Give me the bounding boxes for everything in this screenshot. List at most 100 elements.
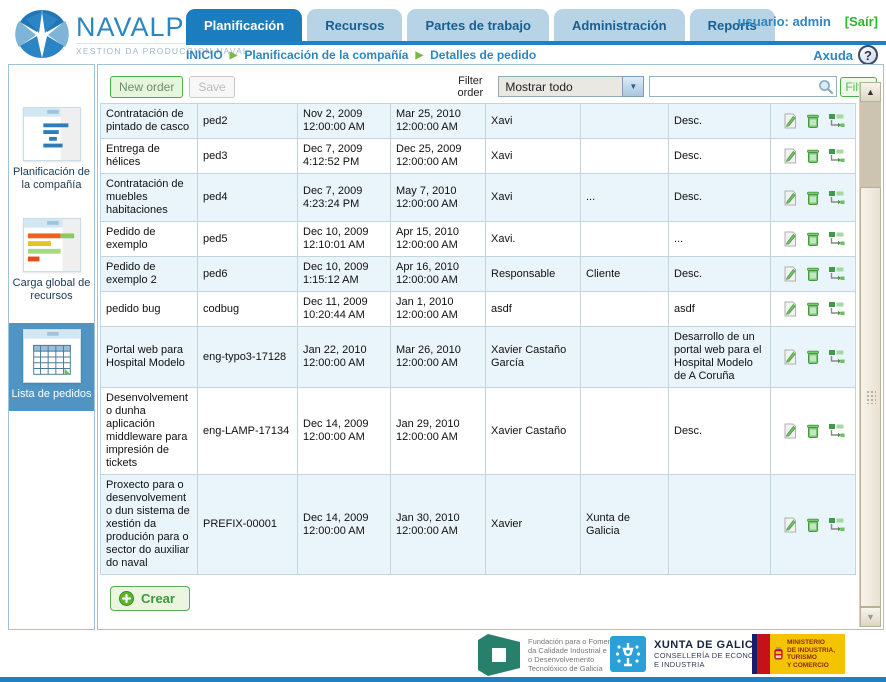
edit-icon[interactable] bbox=[782, 266, 798, 282]
order-code-cell: ped5 bbox=[197, 221, 298, 257]
order-code-cell: ped3 bbox=[197, 138, 298, 174]
sidebar-item-carga-global-recursos[interactable]: Carga global de recursos bbox=[9, 212, 94, 313]
order-actions-cell bbox=[770, 221, 856, 257]
order-end-date-cell: Apr 15, 2010 12:00:00 AM bbox=[390, 221, 486, 257]
export-to-gantt-icon[interactable] bbox=[828, 113, 845, 129]
filter-search-input[interactable] bbox=[649, 76, 838, 97]
crear-button[interactable]: Crear bbox=[110, 586, 190, 611]
scrollbar-track[interactable] bbox=[860, 102, 881, 187]
order-name-cell: Entrega de hélices bbox=[100, 138, 198, 174]
order-start-date-cell: Nov 2, 2009 12:00:00 AM bbox=[297, 103, 391, 139]
export-to-gantt-icon[interactable] bbox=[828, 517, 845, 533]
breadcrumb-detalles-pedido: Detalles de pedido bbox=[430, 48, 537, 62]
table-row: pedido bug codbug Dec 11, 2009 10:20:44 A… bbox=[100, 291, 856, 327]
order-name-cell: pedido bug bbox=[100, 291, 198, 327]
order-start-date-cell: Dec 7, 2009 4:12:52 PM bbox=[297, 138, 391, 174]
edit-icon[interactable] bbox=[782, 517, 798, 533]
search-icon[interactable] bbox=[817, 78, 834, 95]
ministerio-text: MINISTERIO DE INDUSTRIA, TURISMO Y COMER… bbox=[787, 639, 836, 669]
ministerio-logo-group[interactable]: MINISTERIO DE INDUSTRIA, TURISMO Y COMER… bbox=[752, 634, 845, 674]
tab-recursos[interactable]: Recursos bbox=[307, 9, 403, 41]
table-row: Proxecto para o desenvolvemento dun sist… bbox=[100, 474, 856, 575]
order-name-cell: Contratación de muebles habitaciones bbox=[100, 173, 198, 222]
tab-planificacion[interactable]: Planificación bbox=[186, 9, 303, 41]
table-row: Portal web para Hospital Modelo eng-typo… bbox=[100, 326, 856, 388]
delete-icon[interactable] bbox=[805, 349, 821, 365]
ministerio-flag-icon: MINISTERIO DE INDUSTRIA, TURISMO Y COMER… bbox=[752, 634, 845, 674]
order-name-cell: Contratación de pintado de casco bbox=[100, 103, 198, 139]
order-client-cell: Cliente bbox=[580, 256, 669, 292]
export-to-gantt-icon[interactable] bbox=[828, 190, 845, 206]
export-to-gantt-icon[interactable] bbox=[828, 148, 845, 164]
chevron-down-icon[interactable]: ▼ bbox=[622, 76, 645, 97]
logout-link[interactable]: [Saír] bbox=[844, 14, 878, 29]
fundacion-text: Fundación para o Fomento da Calidade Ind… bbox=[528, 637, 619, 673]
filter-order-label: Filter order bbox=[457, 74, 484, 99]
export-to-gantt-icon[interactable] bbox=[828, 423, 845, 439]
order-description-cell: Desc. bbox=[668, 103, 771, 139]
delete-icon[interactable] bbox=[805, 113, 821, 129]
order-responsible-cell: asdf bbox=[485, 291, 581, 327]
filter-dropdown[interactable]: Mostrar todo ▼ bbox=[498, 76, 645, 97]
export-to-gantt-icon[interactable] bbox=[828, 266, 845, 282]
delete-icon[interactable] bbox=[805, 231, 821, 247]
edit-icon[interactable] bbox=[782, 423, 798, 439]
sidebar: Planificación de la compañía Carga globa… bbox=[8, 64, 95, 630]
order-client-cell bbox=[580, 387, 669, 475]
sidebar-item-label: Lista de pedidos bbox=[11, 388, 92, 400]
edit-icon[interactable] bbox=[782, 190, 798, 206]
delete-icon[interactable] bbox=[805, 266, 821, 282]
delete-icon[interactable] bbox=[805, 190, 821, 206]
edit-icon[interactable] bbox=[782, 349, 798, 365]
order-client-cell bbox=[580, 291, 669, 327]
order-actions-cell bbox=[770, 326, 856, 388]
order-description-cell: Desarrollo de un portal web para el Hosp… bbox=[668, 326, 771, 388]
vertical-scrollbar[interactable]: ▲ ▼ bbox=[859, 82, 881, 627]
edit-icon[interactable] bbox=[782, 231, 798, 247]
edit-icon[interactable] bbox=[782, 148, 798, 164]
edit-icon[interactable] bbox=[782, 113, 798, 129]
table-row: Desenvolvemento dunha aplicación middlew… bbox=[100, 387, 856, 475]
order-client-cell bbox=[580, 138, 669, 174]
xunta-logo-icon bbox=[610, 636, 646, 672]
tab-administracion[interactable]: Administración bbox=[553, 9, 685, 41]
table-row: Contratación de muebles habitaciones ped… bbox=[100, 173, 856, 222]
orders-toolbar: New order Save Filter order Mostrar todo… bbox=[98, 65, 883, 103]
breadcrumb-planificacion[interactable]: Planificación de la compañía bbox=[244, 48, 409, 62]
order-actions-cell bbox=[770, 256, 856, 292]
xunta-logo-group[interactable]: XUNTA DE GALICIA CONSELLERÍA DE ECONOMÍA… bbox=[610, 636, 768, 672]
order-end-date-cell: Mar 26, 2010 12:00:00 AM bbox=[390, 326, 486, 388]
delete-icon[interactable] bbox=[805, 301, 821, 317]
order-responsible-cell: Xavier bbox=[485, 474, 581, 575]
delete-icon[interactable] bbox=[805, 423, 821, 439]
order-actions-cell bbox=[770, 474, 856, 575]
scrollbar-thumb[interactable] bbox=[860, 187, 881, 607]
tab-reports[interactable]: Reports bbox=[689, 9, 775, 41]
sidebar-item-lista-de-pedidos[interactable]: Lista de pedidos bbox=[9, 323, 94, 411]
help-label[interactable]: Axuda bbox=[813, 47, 853, 63]
new-order-button[interactable]: New order bbox=[110, 75, 184, 98]
scroll-up-icon[interactable]: ▲ bbox=[860, 82, 881, 102]
scroll-down-icon[interactable]: ▼ bbox=[860, 607, 881, 627]
order-name-cell: Pedido de exemplo bbox=[100, 221, 198, 257]
order-description-cell: ... bbox=[668, 221, 771, 257]
table-row: Entrega de hélices ped3 Dec 7, 2009 4:12:… bbox=[100, 138, 856, 174]
save-button[interactable]: Save bbox=[189, 75, 235, 98]
order-code-cell: eng-LAMP-17134 bbox=[197, 387, 298, 475]
fundacion-logo-group[interactable]: Fundación para o Fomento da Calidade Ind… bbox=[478, 634, 618, 676]
export-to-gantt-icon[interactable] bbox=[828, 301, 845, 317]
edit-icon[interactable] bbox=[782, 301, 798, 317]
breadcrumb-inicio[interactable]: INICIO bbox=[186, 48, 223, 62]
help-icon[interactable]: ? bbox=[858, 45, 878, 65]
sidebar-item-planificacion-compania[interactable]: Planificación de la compañía bbox=[9, 101, 94, 202]
main-nav-tabs: Planificación Recursos Partes de trabajo… bbox=[186, 9, 775, 41]
export-to-gantt-icon[interactable] bbox=[828, 349, 845, 365]
order-name-cell: Portal web para Hospital Modelo bbox=[100, 326, 198, 388]
order-description-cell bbox=[668, 474, 771, 575]
order-client-cell: ... bbox=[580, 173, 669, 222]
export-to-gantt-icon[interactable] bbox=[828, 231, 845, 247]
delete-icon[interactable] bbox=[805, 148, 821, 164]
delete-icon[interactable] bbox=[805, 517, 821, 533]
tab-partes-de-trabajo[interactable]: Partes de trabajo bbox=[407, 9, 549, 41]
